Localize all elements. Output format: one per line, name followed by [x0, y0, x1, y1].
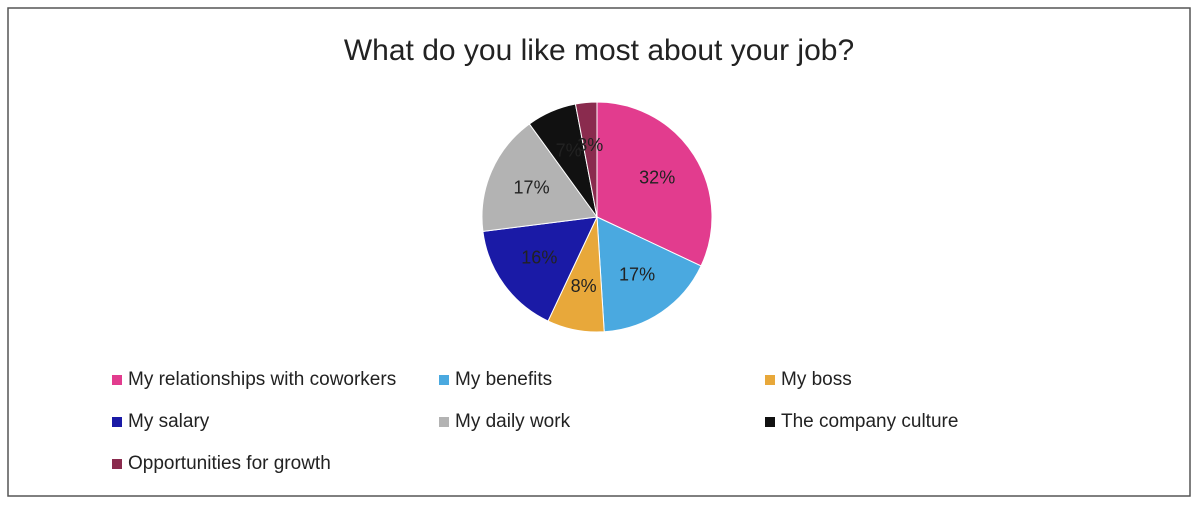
data-label: 32%	[639, 168, 675, 188]
data-label: 8%	[571, 276, 597, 296]
legend-label: Opportunities for growth	[128, 453, 331, 474]
legend-swatch	[439, 417, 449, 427]
legend-swatch	[439, 375, 449, 385]
pie-slice	[481, 123, 598, 232]
legend-label: My boss	[781, 369, 852, 390]
legend-label: My relationships with coworkers	[128, 369, 396, 390]
data-label: 7%	[556, 140, 582, 160]
data-label: 17%	[619, 265, 655, 285]
legend-swatch	[112, 459, 122, 469]
legend-label: My salary	[128, 411, 210, 432]
pie-slice	[596, 216, 702, 333]
legend-label: The company culture	[781, 411, 958, 432]
data-label: 3%	[577, 135, 603, 155]
data-label: 17%	[514, 177, 550, 197]
legend-label: My benefits	[455, 369, 552, 390]
legend-swatch	[112, 417, 122, 427]
pie-slice	[574, 101, 598, 218]
chart-title: What do you like most about your job?	[344, 34, 854, 67]
legend-label: My daily work	[455, 411, 571, 432]
legend-swatch	[765, 375, 775, 385]
data-label: 16%	[521, 248, 557, 268]
legend-swatch	[112, 375, 122, 385]
pie-slice	[482, 216, 598, 322]
pie-slice	[596, 101, 713, 267]
legend-swatch	[765, 417, 775, 427]
